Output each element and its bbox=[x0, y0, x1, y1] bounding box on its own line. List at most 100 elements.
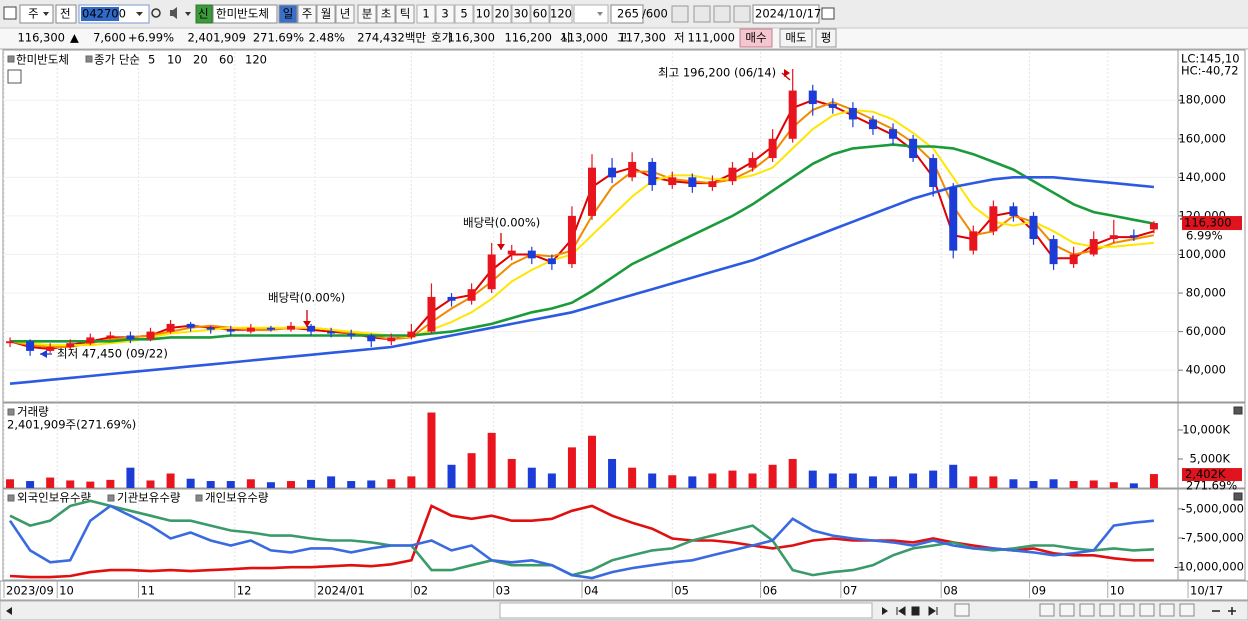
zoom-button[interactable] bbox=[954, 603, 970, 617]
interval-label: 3 bbox=[441, 7, 448, 21]
candle-body bbox=[909, 138, 918, 159]
volume-tag-rate: 271.69% bbox=[1186, 479, 1237, 493]
volume-tag-label: 2,402K bbox=[1185, 467, 1226, 481]
market-select[interactable] bbox=[19, 4, 54, 24]
y-tick-label: 100,000 bbox=[1178, 247, 1226, 261]
volume-bar bbox=[226, 481, 235, 488]
tool-icon[interactable] bbox=[713, 5, 731, 23]
quote-open-label: 시 bbox=[560, 31, 571, 45]
scroll-thumb[interactable] bbox=[499, 602, 873, 619]
volume-bar bbox=[909, 473, 918, 488]
pane-title: 거래량 bbox=[17, 405, 49, 419]
candle-body bbox=[1089, 239, 1098, 255]
y-tick-label: 60,000 bbox=[1186, 324, 1226, 338]
layout-icon[interactable] bbox=[3, 6, 17, 20]
candle-body bbox=[808, 90, 817, 105]
period-button[interactable] bbox=[335, 4, 355, 24]
candle-body bbox=[327, 331, 336, 334]
playback-button[interactable] bbox=[911, 606, 920, 616]
speaker-icon[interactable] bbox=[170, 7, 177, 19]
tool-icon[interactable] bbox=[733, 5, 751, 23]
interval-button[interactable] bbox=[473, 4, 493, 24]
candle-body bbox=[507, 250, 516, 255]
zoom-button[interactable] bbox=[1159, 603, 1175, 617]
period-button[interactable] bbox=[395, 4, 415, 24]
period-label: 월 bbox=[321, 7, 332, 21]
candle-body bbox=[969, 231, 978, 251]
period-button[interactable] bbox=[376, 4, 396, 24]
volume-bar bbox=[808, 470, 817, 488]
avg-button[interactable] bbox=[815, 28, 837, 48]
playback-button[interactable] bbox=[896, 606, 906, 616]
volume-bar bbox=[1029, 481, 1038, 488]
pane-icon[interactable] bbox=[1233, 406, 1243, 415]
period-button[interactable] bbox=[316, 4, 336, 24]
bar-max: /600 bbox=[642, 7, 668, 21]
count-box[interactable] bbox=[610, 4, 644, 24]
range-button[interactable] bbox=[55, 4, 77, 24]
volume-bar bbox=[6, 479, 15, 488]
candle-body bbox=[748, 158, 757, 168]
quote-volume-ratio: 271.69% bbox=[253, 31, 304, 45]
y-tick-label: 5,000K bbox=[1190, 451, 1231, 465]
arrow-head bbox=[497, 244, 505, 250]
interval-button[interactable] bbox=[492, 4, 512, 24]
legend-item: 60 bbox=[219, 53, 234, 67]
buy-button[interactable] bbox=[739, 28, 773, 48]
pane-icon[interactable] bbox=[1233, 492, 1243, 501]
zoom-button[interactable] bbox=[1139, 603, 1155, 617]
volume-bar bbox=[608, 458, 617, 488]
zoom-button[interactable] bbox=[1059, 603, 1075, 617]
volume-bar bbox=[929, 470, 938, 488]
zoom-button[interactable] bbox=[1179, 603, 1195, 617]
zoom-button[interactable] bbox=[1099, 603, 1115, 617]
tool-icon[interactable] bbox=[671, 5, 689, 23]
candle-body bbox=[588, 167, 597, 216]
period-button[interactable] bbox=[357, 4, 377, 24]
moving-average bbox=[9, 176, 1155, 385]
candle-body bbox=[367, 335, 376, 342]
candle-body bbox=[567, 215, 576, 265]
interval-button[interactable] bbox=[435, 4, 455, 24]
candle-body bbox=[527, 250, 536, 259]
period-button[interactable] bbox=[297, 4, 317, 24]
calendar-icon[interactable] bbox=[821, 7, 835, 20]
search-icon[interactable] bbox=[151, 8, 161, 18]
date-box[interactable] bbox=[752, 4, 820, 24]
stock-name: 한미반도체 bbox=[216, 7, 269, 21]
price-tag bbox=[1182, 216, 1242, 231]
zoom-button[interactable] bbox=[1079, 603, 1095, 617]
candle-body bbox=[929, 158, 938, 187]
sell-button[interactable] bbox=[779, 28, 813, 48]
scroll-left[interactable] bbox=[6, 607, 12, 615]
volume-bar bbox=[467, 453, 476, 488]
scroll-right[interactable] bbox=[882, 607, 888, 615]
candle-body bbox=[146, 331, 155, 340]
x-tick-label: 07 bbox=[843, 584, 858, 598]
zoom-button[interactable] bbox=[1119, 603, 1135, 617]
volume-bar bbox=[327, 476, 336, 488]
tool-icon[interactable] bbox=[693, 5, 711, 23]
interval-button[interactable] bbox=[511, 4, 531, 24]
interval-button[interactable] bbox=[416, 4, 436, 24]
interval-select[interactable] bbox=[573, 4, 609, 24]
table-icon[interactable] bbox=[7, 69, 22, 84]
holding-line bbox=[9, 499, 1154, 577]
candle-body bbox=[66, 343, 75, 348]
candle-body bbox=[387, 337, 396, 342]
candle-body bbox=[1029, 215, 1038, 240]
legend-icon bbox=[7, 494, 15, 502]
interval-button[interactable] bbox=[454, 4, 474, 24]
playback-button[interactable] bbox=[928, 606, 938, 616]
interval-button[interactable] bbox=[530, 4, 550, 24]
quote-change: 7,600 bbox=[93, 31, 126, 45]
zoom-button[interactable] bbox=[1039, 603, 1055, 617]
dropdown-arrow bbox=[136, 12, 143, 16]
zoom-plus[interactable] bbox=[1228, 607, 1236, 615]
interval-label: 1 bbox=[422, 7, 429, 21]
period-button[interactable] bbox=[278, 4, 298, 24]
annotation: 배당락(0.00%) bbox=[268, 291, 345, 305]
candle-body bbox=[788, 90, 797, 139]
interval-button[interactable] bbox=[549, 4, 573, 24]
candle-body bbox=[628, 161, 637, 178]
